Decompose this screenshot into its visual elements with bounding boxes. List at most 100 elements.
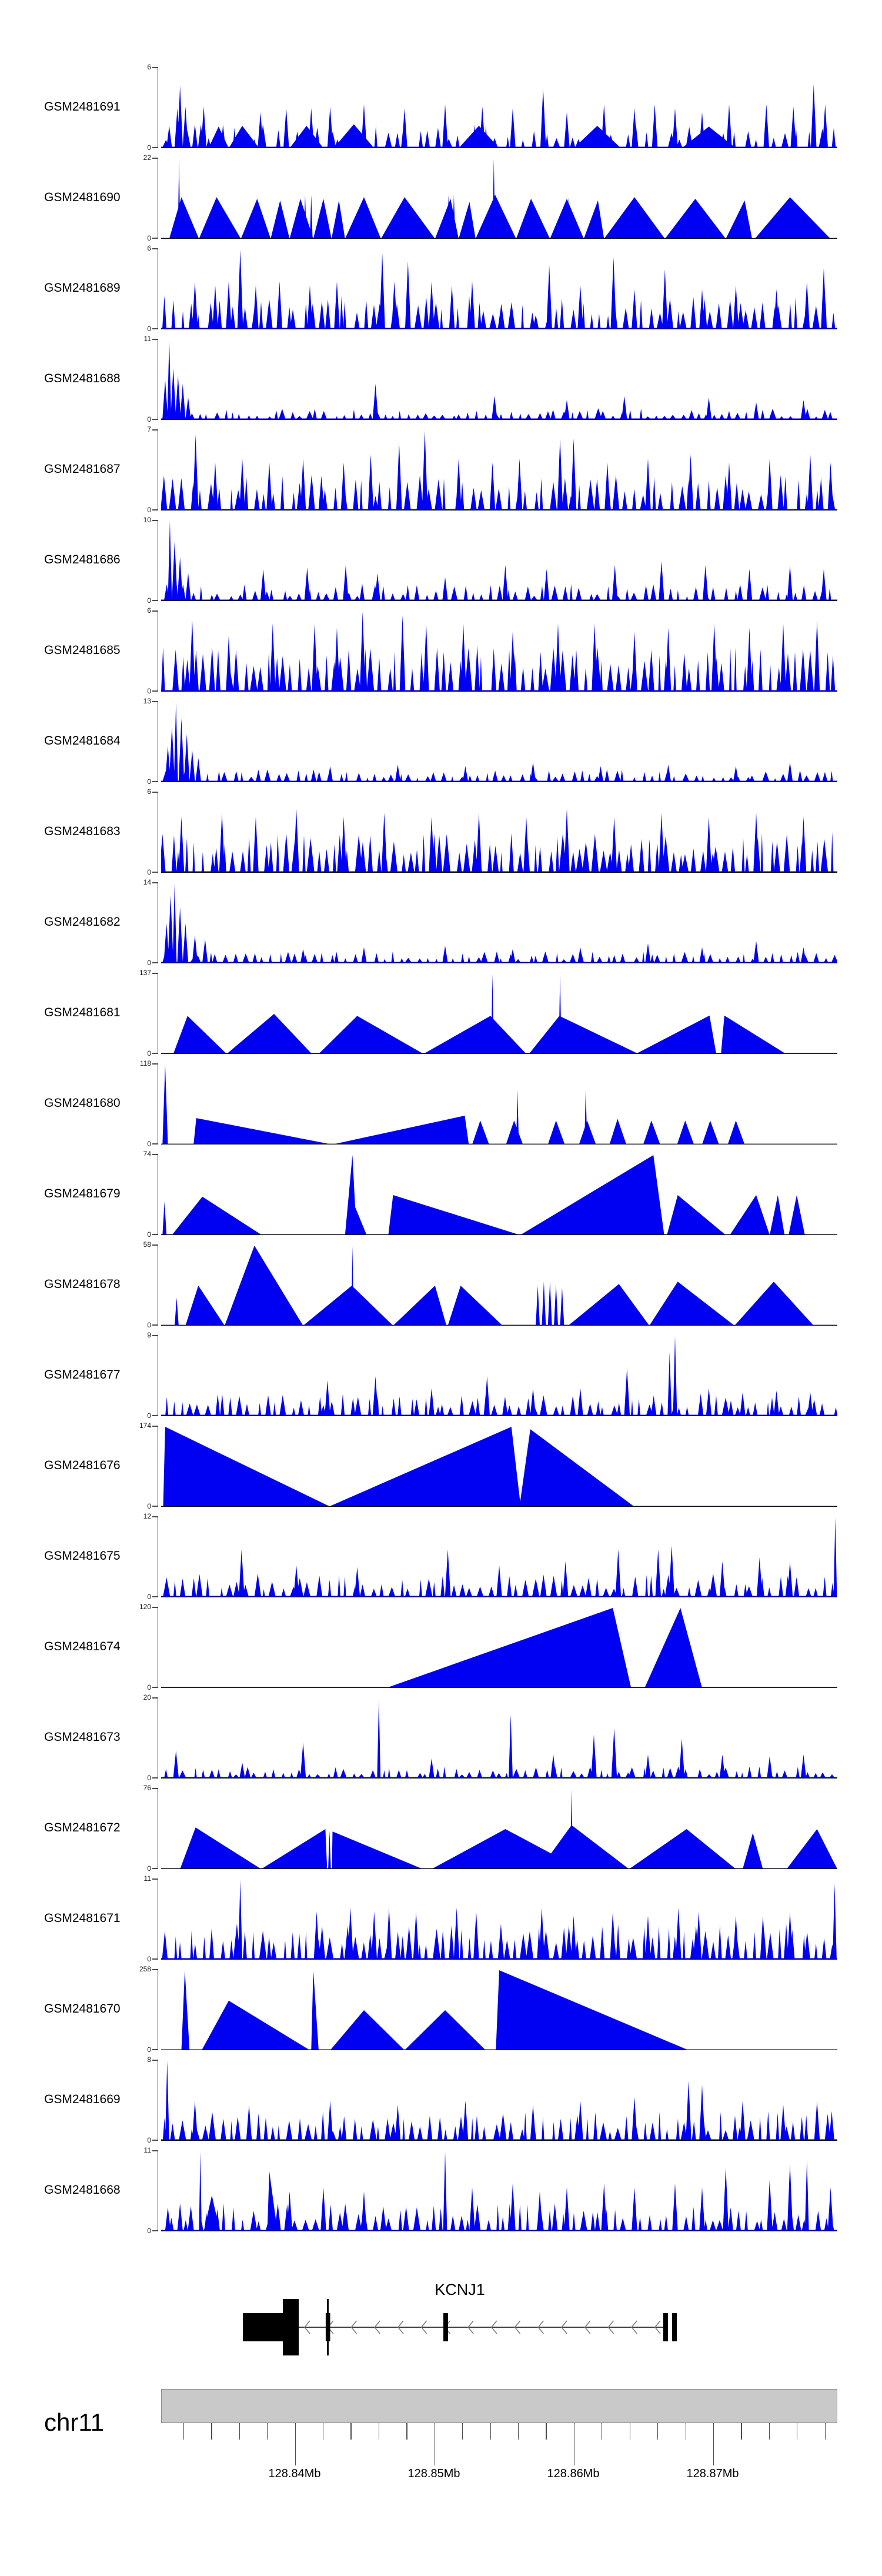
track-yaxis-tick	[152, 1244, 158, 1246]
track-yaxis-tick	[152, 882, 158, 883]
track-sample-label: GSM2481681	[44, 1006, 121, 1019]
track-sample-label: GSM2481684	[44, 734, 121, 748]
track-ymin-label: 0	[147, 2046, 151, 2054]
signal-track-row: GSM2481672 76 0	[0, 1784, 882, 1873]
track-signal-plot	[161, 1517, 837, 1597]
track-signal-plot	[161, 1699, 837, 1778]
signal-track-row: GSM2481676 174 0	[0, 1422, 882, 1510]
track-ymin-label: 0	[147, 1955, 151, 1963]
track-sample-label: GSM2481690	[44, 191, 121, 204]
signal-track-row: GSM2481687 7 0	[0, 425, 882, 514]
track-yaxis-tick	[152, 2150, 158, 2151]
track-ymax-label: 74	[143, 1150, 151, 1158]
track-sample-label: GSM2481671	[44, 1911, 121, 1925]
track-ymax-label: 11	[143, 2146, 151, 2154]
track-yaxis-tick	[152, 2060, 158, 2061]
track-ymax-label: 6	[147, 788, 151, 796]
track-signal-plot	[161, 1880, 837, 1960]
track-ymax-label: 120	[139, 1603, 151, 1611]
track-sample-label: GSM2481673	[44, 1730, 121, 1744]
track-ymax-label: 118	[139, 1059, 151, 1067]
track-sample-label: GSM2481686	[44, 553, 121, 566]
track-yaxis-tick	[152, 2049, 158, 2050]
track-signal-plot	[161, 612, 837, 692]
track-signal-plot	[161, 340, 837, 420]
track-ymin-label: 0	[147, 778, 151, 786]
track-signal-plot	[161, 159, 837, 239]
track-yaxis-tick	[152, 1868, 158, 1869]
track-yaxis-tick	[152, 328, 158, 329]
axis-minor-tick	[518, 2423, 519, 2440]
track-signal-plot	[161, 521, 837, 601]
track-yaxis-tick	[152, 1234, 158, 1235]
track-yaxis-tick	[152, 1697, 158, 1699]
track-ymax-label: 10	[143, 516, 151, 524]
track-signal-plot	[161, 702, 837, 782]
track-yaxis-tick	[152, 147, 158, 148]
track-signal-plot	[161, 1065, 837, 1144]
axis-minor-tick	[824, 2423, 826, 2440]
track-ymin-label: 0	[147, 506, 151, 514]
signal-track-row: GSM2481689 6 0	[0, 244, 882, 333]
track-ymin-label: 0	[147, 1230, 151, 1239]
track-yaxis-tick	[152, 690, 158, 692]
axis-minor-tick	[350, 2423, 352, 2440]
track-yaxis-tick	[152, 67, 158, 68]
track-ymin-label: 0	[147, 1864, 151, 1873]
track-yaxis-tick	[152, 509, 158, 510]
axis-minor-tick	[183, 2423, 185, 2440]
track-ymax-label: 6	[147, 606, 151, 615]
axis-minor-tick	[657, 2423, 659, 2440]
track-yaxis-tick	[152, 1143, 158, 1144]
track-ymin-label: 0	[147, 1774, 151, 1782]
chromosome-name-label: chr11	[44, 2408, 104, 2436]
track-yaxis-tick	[152, 1506, 158, 1507]
track-ymax-label: 12	[143, 1512, 151, 1520]
signal-track-row: GSM2481682 14 0	[0, 878, 882, 967]
track-sample-label: GSM2481674	[44, 1640, 121, 1653]
signal-track-row: GSM2481680 118 0	[0, 1059, 882, 1148]
track-signal-plot	[161, 1246, 837, 1326]
track-signal-plot	[161, 2151, 837, 2231]
axis-tick-label: 128.85Mb	[407, 2467, 460, 2480]
track-ymin-label: 0	[147, 687, 151, 695]
signal-track-row: GSM2481671 11 0	[0, 1874, 882, 1963]
track-signal-plot	[161, 84, 837, 148]
signal-track-row: GSM2481668 11 0	[0, 2146, 882, 2235]
axis-minor-tick	[239, 2423, 240, 2440]
axis-tick-label: 128.84Mb	[268, 2467, 321, 2480]
track-signal-plot	[161, 883, 837, 963]
track-yaxis-tick	[152, 238, 158, 239]
track-yaxis-tick	[152, 1788, 158, 1789]
track-yaxis-tick	[152, 781, 158, 782]
track-signal-plot	[161, 431, 837, 510]
track-signal-plot	[161, 1789, 837, 1869]
track-sample-label: GSM2481669	[44, 2093, 121, 2106]
track-yaxis-tick	[152, 1415, 158, 1416]
track-sample-label: GSM2481677	[44, 1368, 121, 1382]
signal-track-row: GSM2481685 6 0	[0, 606, 882, 695]
track-ymax-label: 20	[143, 1693, 151, 1701]
track-ymax-label: 6	[147, 63, 151, 71]
track-ymin-label: 0	[147, 2227, 151, 2235]
signal-track-row: GSM2481673 20 0	[0, 1693, 882, 1782]
track-ymin-label: 0	[147, 1140, 151, 1148]
track-yaxis-tick	[152, 248, 158, 249]
track-sample-label: GSM2481688	[44, 372, 121, 385]
track-yaxis-tick	[152, 1607, 158, 1608]
track-yaxis-tick	[152, 1426, 158, 1427]
axis-minor-tick	[490, 2423, 491, 2440]
track-signal-plot	[161, 1608, 837, 1688]
track-yaxis-tick	[152, 1596, 158, 1597]
track-ymax-label: 13	[143, 697, 151, 705]
track-yaxis-tick	[152, 429, 158, 431]
track-yaxis-tick	[152, 1516, 158, 1517]
signal-track-row: GSM2481674 120 0	[0, 1603, 882, 1691]
track-yaxis-tick	[152, 419, 158, 420]
track-yaxis-tick	[152, 1063, 158, 1065]
track-sample-label: GSM2481679	[44, 1187, 121, 1200]
track-ymin-label: 0	[147, 1502, 151, 1510]
axis-tick-label: 128.87Mb	[686, 2467, 739, 2480]
track-ymin-label: 0	[147, 1049, 151, 1057]
track-yaxis-tick	[152, 962, 158, 963]
